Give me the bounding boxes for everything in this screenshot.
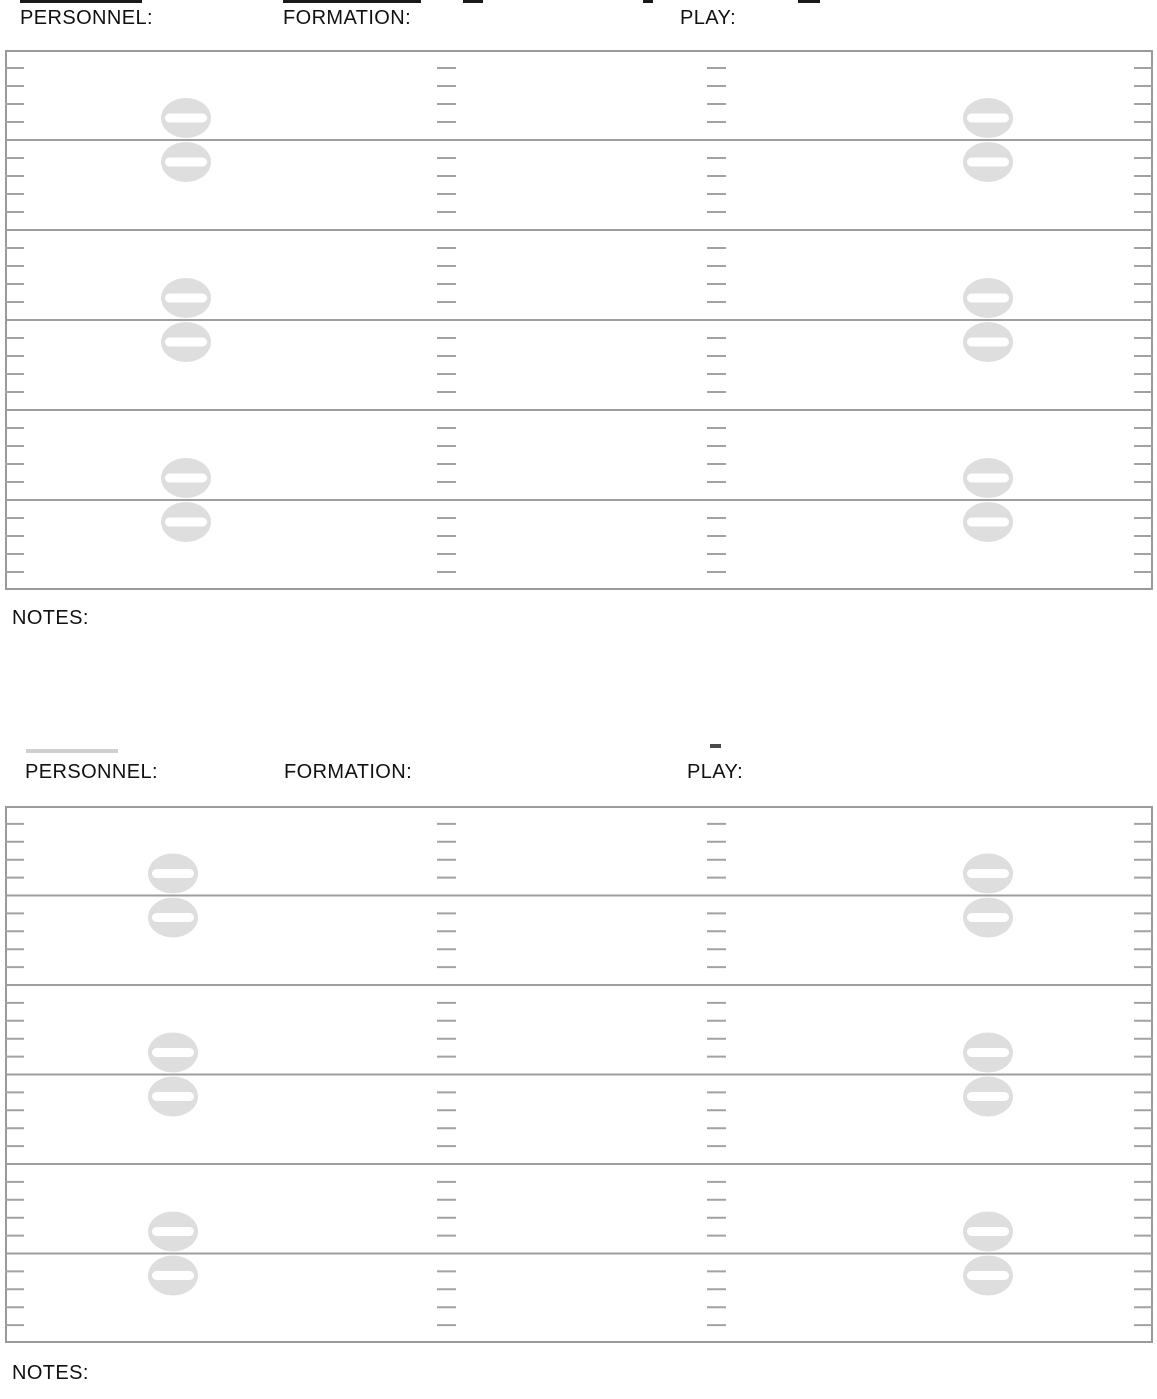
yard-number-counter — [165, 517, 207, 527]
field-border — [5, 50, 1153, 590]
clipped-text-artifact — [26, 749, 118, 753]
field-svg — [5, 50, 1153, 590]
play-label: PLAY: — [687, 761, 744, 783]
yard-number-counter — [165, 473, 207, 483]
yard-number-counter — [165, 293, 207, 303]
clipped-text-artifact — [20, 0, 142, 3]
play-label: PLAY: — [680, 7, 737, 29]
yard-number-counter — [967, 1092, 1009, 1101]
yard-number-counter — [165, 113, 207, 123]
clipped-text-artifact — [283, 0, 421, 3]
field-svg — [5, 806, 1153, 1343]
notes-label: NOTES: — [12, 607, 89, 629]
yard-number-counter — [152, 1227, 194, 1236]
clipped-text-artifact — [798, 0, 820, 3]
clipped-text-artifact — [463, 0, 483, 3]
yard-number-counter — [967, 869, 1009, 878]
yard-number-counter — [165, 157, 207, 167]
yard-number-counter — [967, 913, 1009, 922]
yard-number-counter — [165, 337, 207, 347]
yard-number-counter — [152, 1092, 194, 1101]
clipped-text-artifact — [643, 0, 653, 3]
football-field-diagram — [5, 806, 1153, 1343]
personnel-label: PERSONNEL: — [20, 7, 153, 29]
football-field-diagram — [5, 50, 1153, 590]
yard-number-counter — [967, 1271, 1009, 1280]
yard-number-counter — [967, 157, 1009, 167]
yard-number-counter — [152, 1048, 194, 1057]
yard-number-counter — [152, 913, 194, 922]
yard-number-counter — [967, 293, 1009, 303]
yard-number-counter — [152, 1271, 194, 1280]
formation-label: FORMATION: — [284, 761, 413, 783]
formation-label: FORMATION: — [283, 7, 412, 29]
yard-number-counter — [967, 337, 1009, 347]
personnel-label: PERSONNEL: — [25, 761, 158, 783]
yard-number-counter — [967, 1048, 1009, 1057]
field-border — [5, 806, 1153, 1343]
yard-number-counter — [967, 517, 1009, 527]
clipped-text-artifact — [710, 744, 721, 748]
notes-label: NOTES: — [12, 1362, 89, 1384]
yard-number-counter — [967, 1227, 1009, 1236]
yard-number-counter — [967, 113, 1009, 123]
yard-number-counter — [967, 473, 1009, 483]
yard-number-counter — [152, 869, 194, 878]
